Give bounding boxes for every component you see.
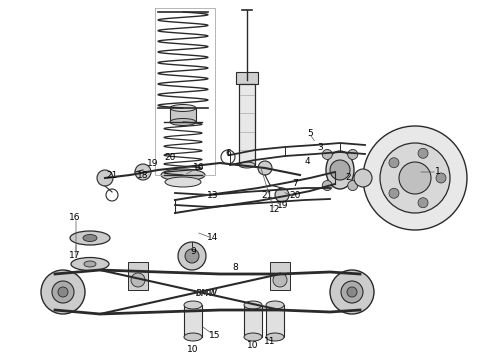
Text: 2: 2	[345, 172, 351, 181]
Ellipse shape	[184, 333, 202, 341]
Circle shape	[389, 188, 399, 198]
Text: 18: 18	[137, 171, 149, 180]
Text: 6: 6	[225, 148, 231, 158]
Ellipse shape	[354, 169, 372, 187]
Ellipse shape	[266, 301, 284, 309]
Ellipse shape	[266, 333, 284, 341]
Bar	[128, 262, 148, 290]
Ellipse shape	[83, 234, 97, 242]
Circle shape	[341, 281, 363, 303]
Ellipse shape	[71, 257, 109, 270]
Circle shape	[322, 181, 332, 190]
Ellipse shape	[184, 301, 202, 309]
Circle shape	[185, 249, 199, 263]
Ellipse shape	[84, 261, 96, 267]
Bar	[184, 305, 202, 337]
Circle shape	[41, 270, 85, 314]
Circle shape	[348, 181, 358, 190]
Bar	[170, 108, 196, 122]
Circle shape	[58, 287, 68, 297]
Bar	[244, 305, 262, 337]
Text: 3: 3	[317, 144, 323, 153]
Circle shape	[97, 170, 113, 186]
Bar	[266, 305, 284, 337]
Circle shape	[389, 158, 399, 168]
Circle shape	[418, 148, 428, 158]
Text: 13: 13	[207, 190, 219, 199]
Text: 17: 17	[69, 251, 81, 260]
Ellipse shape	[170, 118, 196, 126]
Text: 5: 5	[307, 129, 313, 138]
Bar	[270, 262, 290, 290]
Text: 1: 1	[435, 167, 441, 176]
Text: 8: 8	[232, 264, 238, 273]
Circle shape	[273, 273, 287, 287]
Text: 9: 9	[190, 248, 196, 256]
Circle shape	[322, 149, 332, 159]
Text: 21: 21	[261, 190, 273, 199]
Text: 16: 16	[193, 163, 205, 172]
Text: 4: 4	[304, 158, 310, 166]
Text: 7: 7	[292, 179, 298, 188]
Circle shape	[436, 173, 446, 183]
Circle shape	[330, 160, 350, 180]
Ellipse shape	[161, 169, 205, 181]
Circle shape	[178, 242, 206, 270]
Circle shape	[347, 287, 357, 297]
Text: 10: 10	[247, 342, 259, 351]
Ellipse shape	[326, 151, 354, 189]
Text: 12: 12	[270, 206, 281, 215]
Ellipse shape	[239, 162, 255, 168]
Ellipse shape	[170, 104, 196, 112]
Circle shape	[52, 281, 74, 303]
Circle shape	[348, 149, 358, 159]
Text: 11: 11	[264, 338, 276, 346]
Bar	[236, 72, 258, 84]
Text: 15: 15	[209, 330, 221, 339]
Ellipse shape	[244, 333, 262, 341]
Ellipse shape	[244, 301, 262, 309]
Text: 20: 20	[164, 153, 176, 162]
Text: 16: 16	[69, 213, 81, 222]
Circle shape	[418, 198, 428, 208]
Text: 20: 20	[289, 192, 301, 201]
Text: BMW: BMW	[196, 289, 218, 298]
Circle shape	[399, 162, 431, 194]
Text: 10: 10	[187, 346, 199, 355]
Text: 19: 19	[277, 202, 289, 211]
Ellipse shape	[70, 231, 110, 245]
Circle shape	[380, 143, 450, 213]
Bar	[239, 84, 255, 165]
Circle shape	[135, 164, 151, 180]
Text: 19: 19	[147, 158, 159, 167]
Circle shape	[363, 126, 467, 230]
Circle shape	[131, 273, 145, 287]
Circle shape	[258, 161, 272, 175]
Circle shape	[330, 270, 374, 314]
Text: 21: 21	[106, 171, 118, 180]
Text: 14: 14	[207, 234, 219, 243]
Circle shape	[275, 188, 289, 202]
Ellipse shape	[165, 177, 201, 187]
